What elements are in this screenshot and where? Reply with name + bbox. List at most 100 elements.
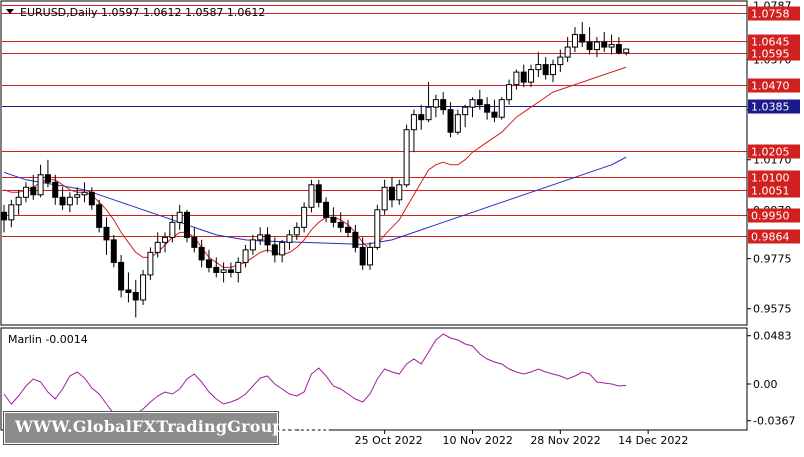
candle-body (425, 106, 432, 121)
candle-body (191, 236, 198, 248)
candle-body (491, 111, 498, 118)
candle (571, 27, 578, 53)
time-tick-label: 28 Nov 2022 (530, 434, 600, 447)
candle-body (608, 44, 615, 48)
level-tag (748, 170, 800, 185)
candle (15, 189, 22, 215)
candle (432, 94, 439, 118)
candle (37, 164, 44, 198)
candle-body (440, 99, 447, 111)
candle (601, 32, 608, 53)
candle (557, 49, 564, 73)
candle-body (418, 114, 425, 121)
level-tag-label: 1.0205 (751, 146, 790, 159)
candle (198, 239, 205, 268)
candle-body (367, 246, 373, 266)
candle (103, 217, 110, 255)
level-tag-label: 1.0595 (751, 48, 790, 61)
candle-body (374, 209, 381, 248)
candle (279, 239, 286, 263)
candle (440, 92, 447, 115)
candle (542, 57, 549, 80)
candle (110, 234, 117, 268)
candle-body (235, 261, 242, 273)
candle-body (381, 186, 388, 211)
level-tag-label: 1.0470 (751, 80, 790, 93)
candle-body (601, 41, 608, 48)
candle (491, 99, 498, 123)
candle (593, 37, 600, 58)
candle (403, 124, 410, 188)
level-tag (748, 34, 800, 49)
candle-body (66, 196, 73, 206)
candle (506, 79, 513, 105)
candle-body (432, 99, 439, 108)
marlin-tick-label: 0.0483 (753, 330, 792, 343)
candle (81, 182, 88, 203)
level-tag-label: 1.0385 (751, 101, 790, 114)
candle-body (535, 64, 542, 71)
candle-body (484, 104, 491, 113)
candle (125, 272, 132, 303)
candle (242, 244, 249, 268)
candle-body (81, 191, 88, 196)
candle (264, 227, 271, 253)
candle (410, 109, 417, 153)
marlin-line (3, 333, 627, 420)
candle (388, 177, 395, 208)
candle-body (469, 99, 476, 108)
candle-body (330, 216, 337, 223)
marlin-tick-label: -0.0367 (753, 415, 795, 428)
candle (484, 97, 491, 120)
candle (498, 97, 505, 120)
candle-body (403, 129, 410, 186)
price-tick-label: 0.9775 (753, 253, 792, 266)
candle-body (140, 274, 147, 301)
candle-body (205, 259, 212, 268)
candle (162, 232, 169, 253)
candle-body (30, 186, 37, 196)
candle-body (125, 289, 132, 293)
candle (330, 207, 337, 228)
candle-body (579, 34, 586, 43)
level-tag-label: 0.9950 (751, 210, 790, 223)
watermark-badge: WWW.GlobalFXTradingGroup.Com (4, 412, 330, 444)
level-tag-label: 1.0758 (751, 8, 790, 21)
collapse-triangle-icon[interactable] (6, 9, 14, 14)
candle (96, 199, 103, 233)
candle-body (242, 249, 249, 263)
candle (359, 237, 366, 270)
candle-body (176, 211, 183, 223)
candle (513, 69, 520, 90)
candle-body (498, 99, 505, 118)
price-tick-label: 0.9575 (753, 303, 792, 316)
candle (271, 237, 278, 263)
candle-body (213, 266, 220, 273)
candle-body (59, 196, 66, 206)
candle (293, 222, 300, 240)
candle (52, 174, 59, 205)
time-tick-label: 14 Dec 2022 (618, 434, 688, 447)
moving-average-blue (3, 156, 627, 245)
time-tick-label: 25 Oct 2022 (355, 434, 423, 447)
candle-body (359, 246, 366, 266)
candle-body (301, 206, 308, 228)
marlin-label: Marlin -0.0014 (8, 333, 88, 346)
candle-body (154, 241, 161, 253)
level-tag-label: 1.0100 (751, 172, 790, 185)
candle-body (337, 221, 344, 228)
candle-body (44, 174, 51, 183)
candle-body (118, 261, 125, 291)
candle (367, 242, 373, 270)
candle-body (198, 246, 205, 261)
candle-body (520, 71, 527, 83)
candle (249, 234, 256, 255)
candle (520, 64, 527, 88)
candle (59, 187, 66, 210)
candle (184, 209, 190, 243)
level-tag (748, 46, 800, 61)
candle-body (279, 241, 286, 256)
candle (337, 212, 344, 233)
